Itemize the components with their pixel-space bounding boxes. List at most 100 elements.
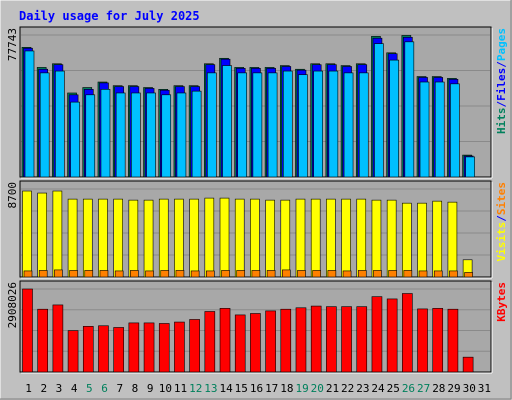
bar-visits-day-10 [158, 198, 169, 278]
x-tick-day-25: 25 [387, 382, 400, 395]
x-tick-day-17: 17 [265, 382, 278, 395]
bar-sites-day-20 [312, 270, 321, 278]
x-tick-day-18: 18 [280, 382, 293, 395]
x-tick-day-14: 14 [219, 382, 233, 395]
bar-visits-day-2 [37, 192, 47, 278]
bar-visits-day-29 [447, 201, 458, 278]
bar-sites-day-7 [114, 270, 124, 278]
bar-pages-day-20 [313, 70, 323, 178]
bar-sites-day-24 [373, 270, 382, 278]
bar-visits-day-15 [234, 198, 245, 278]
bar-pages-day-18 [282, 70, 293, 178]
bar-visits-day-25 [386, 199, 397, 278]
bar-pages-day-7 [115, 92, 126, 178]
bar-sites-day-29 [449, 270, 458, 278]
series-label-part-visits-sites-0: Visits [495, 222, 508, 262]
bar-sites-day-21 [327, 270, 337, 278]
bar-pages-day-13 [207, 72, 217, 178]
bar-pages-day-21 [328, 70, 339, 178]
bar-pages-day-30 [465, 156, 475, 178]
x-tick-day-1: 1 [25, 382, 32, 395]
bar-kbytes-day-5 [82, 326, 94, 373]
x-tick-day-3: 3 [56, 382, 63, 395]
bar-kbytes-day-1 [22, 288, 33, 373]
bar-kbytes-day-2 [37, 308, 48, 373]
bar-pages-day-3 [55, 70, 65, 178]
bar-kbytes-day-23 [356, 306, 368, 373]
x-tick-day-12: 12 [189, 382, 202, 395]
bar-pages-day-8 [131, 92, 141, 178]
bar-pages-day-10 [161, 94, 172, 178]
x-tick-day-10: 10 [159, 382, 172, 395]
bar-sites-day-8 [130, 270, 139, 278]
bar-kbytes-day-30 [462, 356, 474, 373]
bar-visits-day-14 [219, 197, 230, 278]
bar-sites-day-6 [99, 270, 109, 278]
x-tick-day-6: 6 [101, 382, 108, 395]
x-tick-day-2: 2 [40, 382, 47, 395]
bar-pages-day-14 [222, 65, 232, 178]
bar-kbytes-day-3 [52, 304, 64, 373]
x-tick-day-7: 7 [116, 382, 123, 395]
bar-sites-day-26 [403, 270, 413, 278]
bar-pages-day-12 [191, 90, 202, 178]
bar-visits-day-23 [356, 198, 367, 278]
bar-visits-day-24 [371, 199, 382, 278]
x-tick-day-20: 20 [311, 382, 324, 395]
bar-visits-day-26 [402, 202, 412, 278]
bar-visits-day-9 [143, 199, 154, 278]
bar-visits-day-28 [432, 200, 443, 278]
bar-sites-day-19 [297, 270, 306, 278]
bar-kbytes-day-24 [371, 296, 383, 373]
bar-pages-day-4 [70, 101, 80, 178]
bar-pages-day-29 [450, 83, 460, 178]
bar-kbytes-day-19 [295, 307, 307, 373]
bar-pages-day-6 [100, 89, 111, 178]
bar-pages-day-28 [434, 81, 445, 178]
bar-sites-day-22 [342, 270, 352, 278]
bar-visits-day-21 [326, 198, 336, 278]
x-tick-day-24: 24 [371, 382, 385, 395]
bar-sites-day-30 [464, 272, 473, 278]
series-label-hits-files-pages: Hits/Files/Pages [495, 28, 508, 134]
bar-pages-day-24 [374, 43, 384, 178]
bar-kbytes-day-16 [250, 313, 261, 373]
bar-kbytes-day-8 [128, 322, 140, 373]
bar-sites-day-15 [236, 270, 246, 278]
bar-sites-day-16 [251, 270, 261, 278]
bar-pages-day-15 [237, 72, 248, 178]
bar-sites-day-10 [160, 270, 170, 278]
bar-kbytes-day-7 [113, 327, 124, 373]
bar-pages-day-22 [343, 72, 354, 178]
bar-sites-day-1 [23, 270, 33, 278]
x-tick-day-13: 13 [204, 382, 217, 395]
bar-sites-day-14 [221, 270, 230, 278]
series-label-part-visits-sites-1: / [495, 215, 508, 222]
bar-sites-day-27 [418, 270, 428, 278]
x-tick-day-28: 28 [432, 382, 445, 395]
bar-sites-day-18 [281, 269, 291, 278]
bar-kbytes-day-11 [174, 321, 185, 373]
bar-sites-day-13 [206, 270, 215, 278]
x-tick-day-8: 8 [132, 382, 139, 395]
bar-visits-day-7 [113, 198, 123, 278]
x-tick-day-16: 16 [250, 382, 263, 395]
bar-pages-day-27 [419, 81, 430, 178]
bar-pages-day-25 [389, 59, 399, 178]
bar-pages-day-9 [146, 92, 156, 178]
x-tick-day-31: 31 [478, 382, 491, 395]
x-tick-day-15: 15 [235, 382, 248, 395]
x-tick-day-21: 21 [326, 382, 339, 395]
series-label-kbytes: KBytes [495, 282, 508, 322]
bar-sites-day-4 [69, 270, 78, 278]
x-tick-day-26: 26 [402, 382, 415, 395]
bar-pages-day-17 [267, 72, 278, 178]
bar-sites-day-5 [84, 270, 94, 278]
ymax-label-kbytes: 2908026 [6, 282, 19, 328]
bar-sites-day-25 [388, 270, 397, 278]
bar-kbytes-day-28 [432, 308, 444, 373]
bar-visits-day-12 [189, 198, 199, 278]
bar-kbytes-day-25 [386, 298, 398, 373]
bar-kbytes-day-17 [265, 310, 276, 373]
